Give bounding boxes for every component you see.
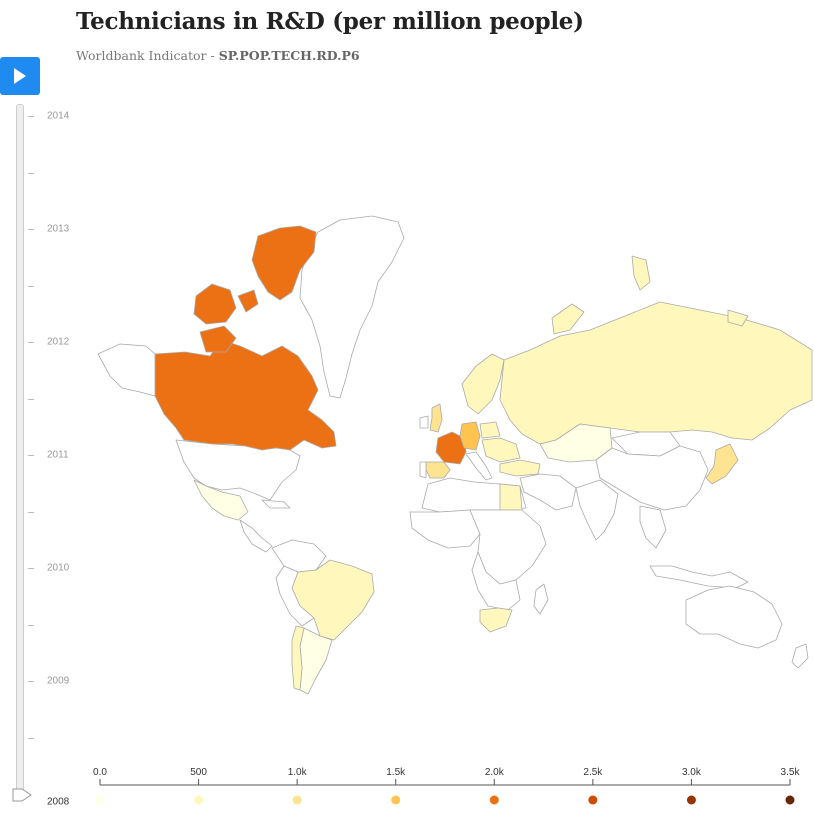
legend-label: 2.5k xyxy=(583,767,603,778)
country-colombia-venezuela[interactable] xyxy=(271,539,327,573)
indicator-code: SP.POP.TECH.RD.P6 xyxy=(218,48,360,63)
country-china[interactable] xyxy=(595,445,709,511)
country-indonesia[interactable] xyxy=(649,565,749,589)
timeline-year-2013[interactable]: 2013 xyxy=(47,223,70,235)
country-cuba[interactable] xyxy=(261,499,291,509)
timeline-year-2011[interactable]: 2011 xyxy=(47,449,69,461)
country-canada-north[interactable] xyxy=(251,225,317,301)
country-spain[interactable] xyxy=(425,461,451,479)
play-button[interactable] xyxy=(0,57,40,95)
timeline-tick-minor xyxy=(28,285,34,287)
legend-label: 3.0k xyxy=(681,767,701,778)
country-alaska[interactable] xyxy=(97,343,156,397)
country-turkey[interactable] xyxy=(499,459,541,477)
legend-label: 500 xyxy=(190,767,207,778)
timeline-year-2008[interactable]: 2008 xyxy=(47,796,70,808)
country-chile[interactable] xyxy=(291,625,305,691)
country-peru-bolivia[interactable] xyxy=(275,565,315,627)
timeline-tick xyxy=(28,568,34,569)
country-central-america[interactable] xyxy=(239,519,273,553)
timeline-tick-minor xyxy=(28,624,34,626)
country-australia[interactable] xyxy=(685,585,783,649)
timeline-tick-minor xyxy=(28,737,34,739)
timeline-year-2014[interactable]: 2014 xyxy=(47,110,70,122)
country-canada[interactable] xyxy=(154,339,337,451)
play-icon xyxy=(14,68,26,84)
country-canada-islands[interactable] xyxy=(193,283,259,353)
country-egypt[interactable] xyxy=(499,483,523,511)
timeline-tick-minor xyxy=(28,398,34,400)
country-germany[interactable] xyxy=(459,421,481,451)
legend-label: 1.0k xyxy=(287,767,307,778)
timeline-tick xyxy=(28,229,34,230)
country-india[interactable] xyxy=(575,479,619,541)
country-greenland[interactable] xyxy=(299,215,405,399)
country-russia[interactable] xyxy=(499,301,813,445)
country-portugal[interactable] xyxy=(419,461,427,479)
country-nordics[interactable] xyxy=(461,353,505,415)
timeline-year-2010[interactable]: 2010 xyxy=(47,562,70,574)
legend-label: 0.0 xyxy=(93,767,107,778)
country-southern-africa[interactable] xyxy=(471,551,521,611)
timeline-tick-minor xyxy=(28,511,34,513)
legend-label: 3.5k xyxy=(780,767,800,778)
country-central-east-africa[interactable] xyxy=(469,509,547,585)
legend-label: 2.0k xyxy=(484,767,504,778)
timeline-tick xyxy=(28,342,34,343)
country-russia-islands[interactable] xyxy=(551,255,749,335)
timeline-tick-minor xyxy=(28,172,34,174)
timeline-year-2009[interactable]: 2009 xyxy=(47,675,70,687)
country-japan[interactable] xyxy=(705,443,739,485)
country-france[interactable] xyxy=(435,431,467,465)
timeline-tick xyxy=(28,681,34,682)
country-uk[interactable] xyxy=(429,403,443,433)
legend-label: 1.5k xyxy=(386,767,406,778)
subtitle-prefix: Worldbank Indicator - xyxy=(76,48,219,63)
country-new-zealand[interactable] xyxy=(791,643,809,669)
country-madagascar[interactable] xyxy=(533,583,549,615)
country-south-africa[interactable] xyxy=(479,607,513,633)
country-west-africa[interactable] xyxy=(409,509,481,549)
timeline-tick xyxy=(28,116,34,117)
country-poland[interactable] xyxy=(479,421,501,439)
country-italy[interactable] xyxy=(465,451,493,481)
country-eastern-europe[interactable] xyxy=(481,437,521,463)
country-usa[interactable] xyxy=(175,439,301,501)
page-subtitle: Worldbank Indicator - SP.POP.TECH.RD.P6 xyxy=(76,48,360,63)
country-ireland[interactable] xyxy=(419,415,429,429)
page-title: Technicians in R&D (per million people) xyxy=(76,8,584,35)
timeline-tick xyxy=(28,455,34,456)
country-iran-middle-east[interactable] xyxy=(519,473,577,511)
country-southeast-asia[interactable] xyxy=(639,505,667,549)
country-mexico[interactable] xyxy=(193,479,249,521)
timeline-handle[interactable] xyxy=(11,787,33,803)
timeline-year-2012[interactable]: 2012 xyxy=(47,336,70,348)
